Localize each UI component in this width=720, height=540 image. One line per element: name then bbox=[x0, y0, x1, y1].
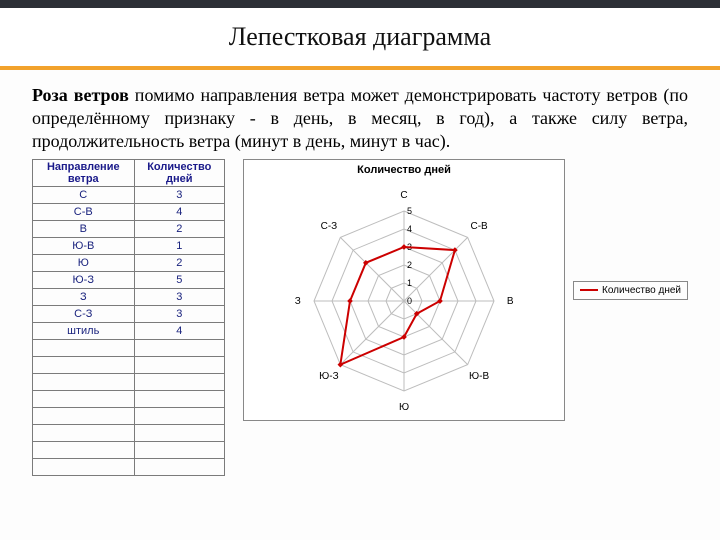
table-row-empty bbox=[33, 374, 225, 391]
slide-title: Лепестковая диаграмма bbox=[0, 8, 720, 66]
table-row: Ю2 bbox=[33, 255, 225, 272]
table-cell: З bbox=[33, 289, 135, 306]
svg-text:С-З: С-З bbox=[321, 221, 338, 232]
title-text: Лепестковая диаграмма bbox=[229, 22, 491, 52]
table-row-empty bbox=[33, 357, 225, 374]
table-row: С3 bbox=[33, 187, 225, 204]
svg-text:0: 0 bbox=[407, 296, 412, 306]
table-row: Ю-З5 bbox=[33, 272, 225, 289]
content-row: Направление ветра Количество дней С3С-В4… bbox=[0, 159, 720, 476]
table-row: Ю-В1 bbox=[33, 238, 225, 255]
table-cell: С-В bbox=[33, 204, 135, 221]
table-cell bbox=[134, 340, 224, 357]
body-paragraph: Роза ветров помимо направления ветра мож… bbox=[0, 70, 720, 159]
table-cell bbox=[134, 425, 224, 442]
svg-text:5: 5 bbox=[407, 206, 412, 216]
table-cell bbox=[33, 408, 135, 425]
table-row-empty bbox=[33, 408, 225, 425]
svg-text:З: З bbox=[295, 296, 301, 307]
table-cell: 2 bbox=[134, 255, 224, 272]
table-cell: 3 bbox=[134, 306, 224, 323]
svg-text:2: 2 bbox=[407, 260, 412, 270]
chart-legend: Количество дней bbox=[573, 281, 688, 300]
col-days: Количество дней bbox=[134, 160, 224, 187]
table-row: С-В4 bbox=[33, 204, 225, 221]
table-row-empty bbox=[33, 442, 225, 459]
table-row: З3 bbox=[33, 289, 225, 306]
radar-chart-box: Количество дней 012345СС-ВВЮ-ВЮЮ-ЗЗС-З bbox=[243, 159, 565, 421]
table-cell bbox=[134, 357, 224, 374]
slide-root: Лепестковая диаграмма Роза ветров помимо… bbox=[0, 0, 720, 540]
table-cell bbox=[33, 442, 135, 459]
wind-table: Направление ветра Количество дней С3С-В4… bbox=[32, 159, 225, 476]
chart-area: Количество дней 012345СС-ВВЮ-ВЮЮ-ЗЗС-З К… bbox=[243, 159, 688, 421]
table-cell: Ю-З bbox=[33, 272, 135, 289]
table-cell: Ю-В bbox=[33, 238, 135, 255]
table-cell bbox=[33, 459, 135, 476]
table-cell: 2 bbox=[134, 221, 224, 238]
table-cell: штиль bbox=[33, 323, 135, 340]
table-cell bbox=[134, 374, 224, 391]
svg-text:Ю-З: Ю-З bbox=[319, 371, 338, 382]
table-cell bbox=[33, 391, 135, 408]
table-row-empty bbox=[33, 391, 225, 408]
table-cell bbox=[134, 442, 224, 459]
table-cell bbox=[134, 391, 224, 408]
table-row: В2 bbox=[33, 221, 225, 238]
svg-text:Ю: Ю bbox=[399, 402, 409, 413]
table-row: С-З3 bbox=[33, 306, 225, 323]
table-cell: Ю bbox=[33, 255, 135, 272]
table-row-empty bbox=[33, 340, 225, 357]
svg-text:Ю-В: Ю-В bbox=[469, 371, 489, 382]
table-cell bbox=[134, 459, 224, 476]
table-row-empty bbox=[33, 425, 225, 442]
top-band bbox=[0, 0, 720, 8]
table-header-row: Направление ветра Количество дней bbox=[33, 160, 225, 187]
table-cell bbox=[33, 340, 135, 357]
table-cell: 3 bbox=[134, 289, 224, 306]
lead-bold: Роза ветров bbox=[32, 85, 129, 105]
table-cell bbox=[134, 408, 224, 425]
table-cell bbox=[33, 357, 135, 374]
table-cell: В bbox=[33, 221, 135, 238]
table-cell: С-З bbox=[33, 306, 135, 323]
table-row: штиль4 bbox=[33, 323, 225, 340]
svg-text:С-В: С-В bbox=[470, 221, 488, 232]
table-cell: 5 bbox=[134, 272, 224, 289]
table-cell: 4 bbox=[134, 323, 224, 340]
table-cell: 3 bbox=[134, 187, 224, 204]
table-cell bbox=[33, 374, 135, 391]
paragraph-rest: помимо направления ветра может демонстри… bbox=[32, 85, 688, 151]
col-direction: Направление ветра bbox=[33, 160, 135, 187]
radar-svg: 012345СС-ВВЮ-ВЮЮ-ЗЗС-З bbox=[244, 176, 564, 416]
table-cell: 1 bbox=[134, 238, 224, 255]
svg-text:В: В bbox=[507, 296, 514, 307]
legend-swatch bbox=[580, 289, 598, 291]
table-cell bbox=[33, 425, 135, 442]
chart-title: Количество дней bbox=[244, 160, 564, 176]
table-cell: 4 bbox=[134, 204, 224, 221]
svg-text:1: 1 bbox=[407, 278, 412, 288]
table-row-empty bbox=[33, 459, 225, 476]
svg-text:4: 4 bbox=[407, 224, 412, 234]
svg-text:С: С bbox=[400, 190, 407, 201]
legend-label: Количество дней bbox=[602, 285, 681, 296]
table-cell: С bbox=[33, 187, 135, 204]
